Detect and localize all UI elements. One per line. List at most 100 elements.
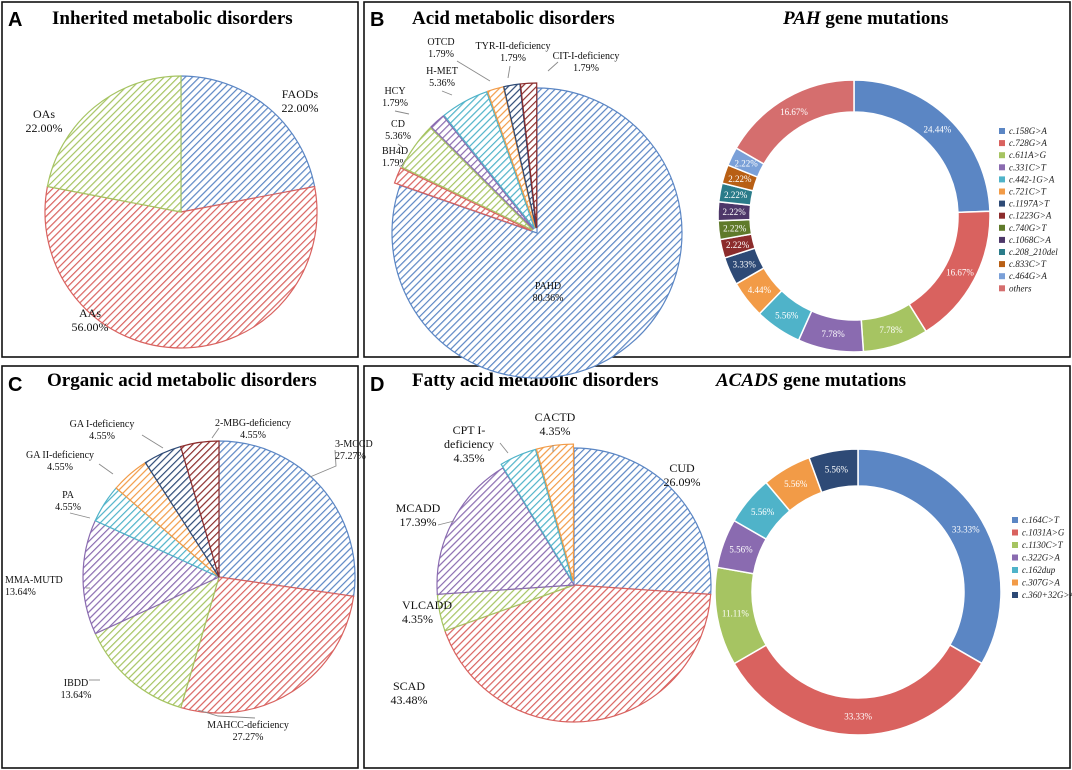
- panel-d-frame: [363, 365, 1071, 769]
- legend-swatch-c-740g-t: [999, 224, 1005, 231]
- label-tyr-ii-deficiency: TYR-II-deficiency: [476, 41, 551, 52]
- segment-label-c-721c-t: 4.44%: [748, 285, 772, 295]
- label-cit-i-deficiency: CIT-I-deficiency: [553, 51, 620, 62]
- leader-2-mbg-deficiency: [211, 427, 220, 439]
- label-ibdd: IBDD: [64, 678, 88, 689]
- pie-d1: CUD26.09%SCAD43.48%VLCADD4.35%MCADD17.39…: [391, 410, 712, 723]
- label-otcd: OTCD: [427, 37, 454, 48]
- value-vlcadd: 4.35%: [402, 612, 433, 626]
- value-cit-i-deficiency: 1.79%: [573, 63, 599, 74]
- legend-swatch-c-162dup: [1012, 567, 1018, 573]
- segment-label-others: 16.67%: [780, 107, 808, 117]
- legend-label-c-740g-t: c.740G>T: [1009, 223, 1047, 233]
- segment-label-c-331c-t: 7.78%: [821, 329, 845, 339]
- label-cpt-i-deficiency-line2: deficiency: [444, 437, 494, 451]
- segment-label-c-158g-a: 24.44%: [924, 125, 952, 135]
- legend-label-c-728g-a: c.728G>A: [1009, 138, 1047, 148]
- segment-label-c-1223g-a: 2.22%: [726, 240, 750, 250]
- value-cpt-i-deficiency: 4.35%: [454, 451, 485, 465]
- legend-swatch-c-164c-t: [1012, 517, 1018, 523]
- legend-label-c-322g-a: c.322G>A: [1022, 553, 1060, 563]
- value-h-met: 5.36%: [429, 78, 455, 89]
- value-pahd: 80.36%: [533, 293, 564, 304]
- legend-swatch-c-322g-a: [1012, 554, 1018, 561]
- slice-cd: [401, 126, 534, 231]
- slice-2-mbg-deficiency: [179, 440, 220, 578]
- legend-label-c-162dup: c.162dup: [1022, 565, 1056, 575]
- value-otcd: 1.79%: [428, 49, 454, 60]
- leader-hcy: [394, 110, 410, 115]
- segment-label-c-833c-t: 2.22%: [728, 174, 752, 184]
- segment-label-c-740g-t: 2.22%: [723, 224, 747, 234]
- label-mahcc-deficiency: MAHCC-deficiency: [207, 720, 289, 731]
- segment-label-c-360-32g-a: 5.56%: [825, 464, 849, 474]
- leader-cit-i-deficiency: [547, 61, 559, 72]
- donut-b2: 24.44% 16.67% 7.78% 7.78% 5.56% 4.44% 3.33% 2.2…: [717, 79, 1058, 353]
- legend-swatch-c-307g-a: [1012, 579, 1018, 586]
- panel-d-donut-title: ACADS gene mutations: [715, 370, 906, 391]
- slice-hcy: [430, 115, 535, 230]
- segment-label-c-1068c-a: 2.22%: [722, 207, 746, 217]
- legend-swatch-c-442-1g-a: [999, 176, 1005, 183]
- value-cud: 26.09%: [664, 475, 701, 489]
- segment-others: [735, 79, 855, 166]
- legend-swatch-c-1130c-t: [1012, 542, 1018, 548]
- legend-label-c-1223g-a: c.1223G>A: [1009, 211, 1052, 221]
- leader-h-met: [441, 90, 453, 96]
- legend-swatch-c-1031a-g: [1012, 529, 1018, 536]
- leader-cd: [397, 143, 403, 148]
- label-vlcadd: VLCADD: [402, 598, 452, 612]
- legend-swatch-c-1197a-t: [999, 200, 1005, 207]
- label-pahd: PAHD: [535, 281, 561, 292]
- slice-bh4d: [393, 167, 532, 232]
- legend-label-c-833c-t: c.833C>T: [1009, 259, 1047, 269]
- legend-swatch-c-611a-g: [999, 152, 1005, 159]
- slice-cactd: [535, 443, 575, 582]
- legend-swatch-c-721c-t: [999, 188, 1005, 195]
- label-mma-mutd: MMA-MUTD: [5, 575, 63, 586]
- segment-label-c-1130c-t: 11.11%: [722, 609, 750, 619]
- panel-a-title: Inherited metabolic disorders: [52, 8, 293, 29]
- panel-b-gene-suffix: gene mutations: [821, 8, 949, 29]
- panel-d-letter: D: [370, 374, 384, 396]
- charts-layer: FAODs22.00%AAs56.00%OAs22.00%PAHD80.36%B…: [5, 37, 1072, 743]
- legend-d2: c.164C>T c.1031A>G c.1130C>T c.322G>A c.162d…: [1012, 515, 1072, 600]
- segment-label-c-442-1g-a: 5.56%: [775, 310, 799, 320]
- legend-swatch-others: [999, 285, 1005, 292]
- value-tyr-ii-deficiency: 1.79%: [500, 53, 526, 64]
- segment-label-c-322g-a: 5.56%: [729, 545, 753, 555]
- slice-aas: [44, 185, 318, 349]
- segment-label-c-611a-g: 7.78%: [879, 325, 903, 335]
- pie-c: 3-MCCD27.27%MAHCC-deficiency27.27%IBDD13…: [5, 418, 373, 743]
- slice-h-met: [443, 91, 536, 230]
- segment-label-c-1031a-g: 33.33%: [844, 712, 872, 722]
- leader-tyr-ii-deficiency: [507, 65, 511, 79]
- value-hcy: 1.79%: [382, 98, 408, 109]
- value-2-mbg-deficiency: 4.55%: [240, 430, 266, 441]
- leader-mahcc-deficiency: [197, 709, 256, 719]
- legend-label-c-611a-g: c.611A>G: [1009, 150, 1047, 160]
- leader-ga-ii-deficiency: [98, 463, 114, 475]
- value-aas: 56.00%: [72, 320, 109, 334]
- value-scad: 43.48%: [391, 693, 428, 707]
- value-mcadd: 17.39%: [400, 515, 437, 529]
- label-mcadd: MCADD: [396, 501, 441, 515]
- value-cactd: 4.35%: [540, 424, 571, 438]
- legend-label-c-331c-t: c.331C>T: [1009, 162, 1047, 172]
- panel-b-gene-name: PAH: [782, 8, 822, 29]
- legend-swatch-c-833c-t: [999, 261, 1005, 268]
- panel-c-letter: C: [8, 374, 22, 396]
- segment-label-c-1197a-t: 3.33%: [733, 260, 757, 270]
- value-ga-ii-deficiency: 4.55%: [47, 462, 73, 473]
- slice-oas: [46, 75, 182, 213]
- slice-cud: [573, 447, 712, 595]
- legend-label-c-1031a-g: c.1031A>G: [1022, 528, 1065, 538]
- label-ga-ii-deficiency: GA II-deficiency: [26, 450, 94, 461]
- segment-label-c-208-210del: 2.22%: [724, 190, 748, 200]
- label-pa: PA: [62, 490, 75, 501]
- legend-label-c-1197a-t: c.1197A>T: [1009, 199, 1050, 209]
- legend-label-c-158g-a: c.158G>A: [1009, 126, 1047, 136]
- leader-ga-i-deficiency: [141, 434, 164, 449]
- panel-a-letter: A: [8, 9, 22, 31]
